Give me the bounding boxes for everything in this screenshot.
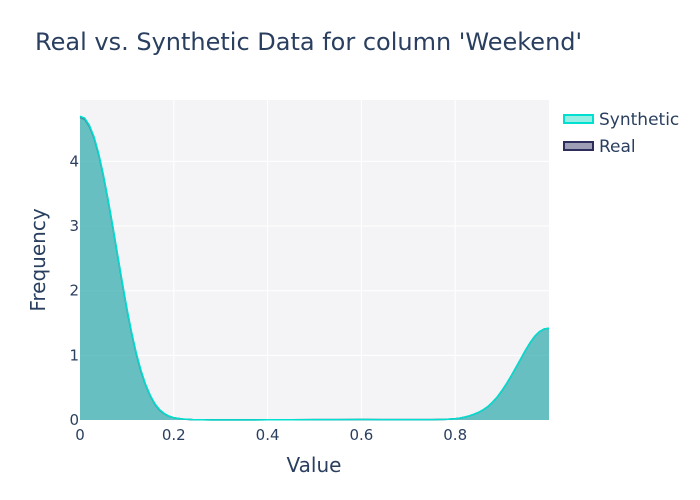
x-tick-label: 0.6 bbox=[349, 426, 373, 444]
y-tick-label: 4 bbox=[69, 152, 79, 170]
legend-swatch-real bbox=[563, 141, 594, 151]
x-tick-label: 0.4 bbox=[256, 426, 280, 444]
legend-item-synthetic[interactable]: Synthetic bbox=[563, 110, 679, 130]
legend-swatch-synthetic bbox=[563, 114, 594, 124]
y-axis-label: Frequency bbox=[26, 208, 50, 311]
legend: Synthetic Real bbox=[563, 110, 679, 157]
legend-label-real: Real bbox=[599, 137, 636, 157]
x-tick-label: 0.2 bbox=[162, 426, 186, 444]
chart-title: Real vs. Synthetic Data for column 'Week… bbox=[35, 28, 582, 56]
y-tick-label: 2 bbox=[69, 282, 79, 300]
y-tick-label: 1 bbox=[69, 346, 79, 364]
series-layer bbox=[79, 115, 550, 421]
x-tick-label: 0.8 bbox=[443, 426, 467, 444]
plot-area[interactable] bbox=[80, 100, 549, 420]
legend-label-synthetic: Synthetic bbox=[599, 110, 679, 130]
synthetic-area[interactable] bbox=[80, 116, 549, 420]
y-axis-ticks: 0 1 2 3 4 bbox=[69, 152, 79, 429]
legend-item-real[interactable]: Real bbox=[563, 137, 636, 157]
x-axis-label: Value bbox=[287, 453, 342, 477]
y-tick-label: 0 bbox=[69, 411, 79, 429]
x-tick-label: 0 bbox=[75, 426, 85, 444]
y-tick-label: 3 bbox=[69, 217, 79, 235]
synthetic-line[interactable] bbox=[79, 115, 550, 421]
x-axis-ticks: 0 0.2 0.4 0.6 0.8 bbox=[75, 426, 467, 444]
grid-lines bbox=[80, 100, 549, 420]
